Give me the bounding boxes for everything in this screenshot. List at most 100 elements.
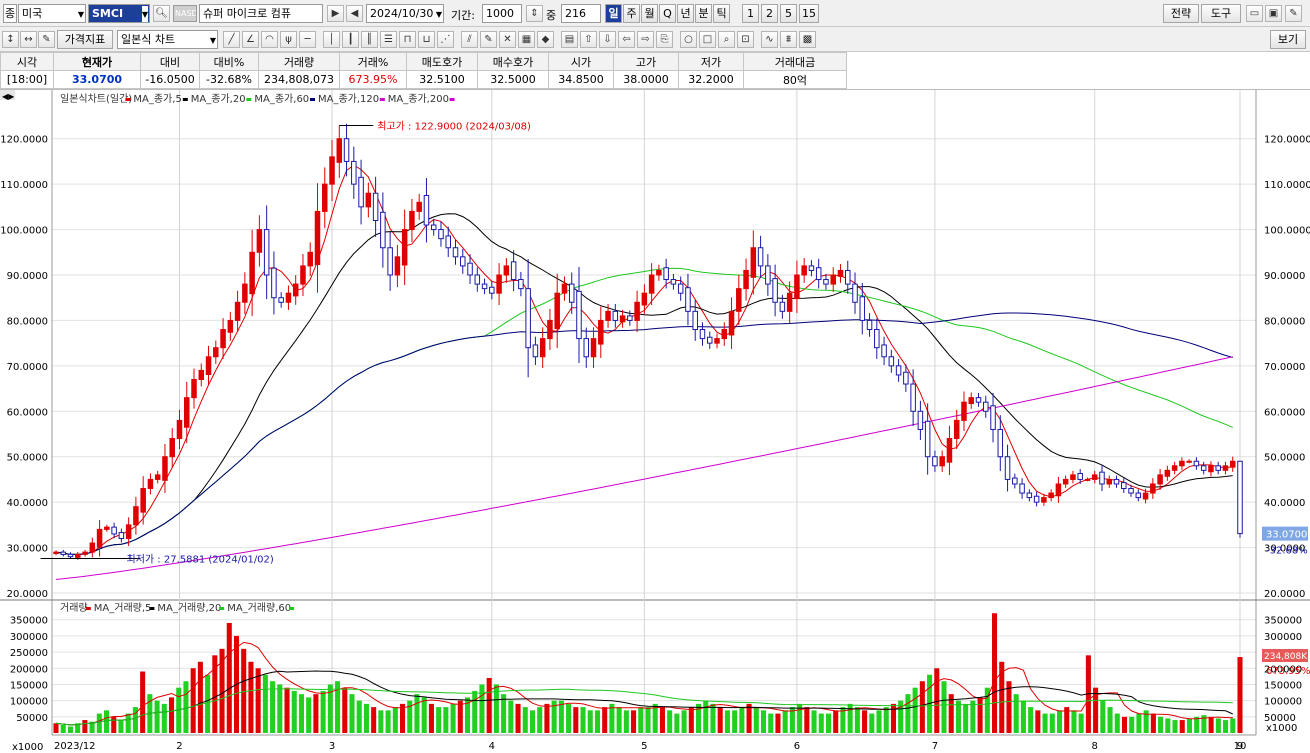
interval-button-1[interactable]: 2 [761, 4, 778, 23]
vertical-arrow-icon[interactable]: ↕ [2, 31, 19, 48]
arrow-left-icon[interactable]: ⇦ [618, 31, 635, 48]
horizontal-arrow-icon[interactable]: ↔ [20, 31, 37, 48]
volume-bar [1020, 700, 1026, 733]
period-button-2[interactable]: 월 [641, 4, 658, 23]
candle-body [1091, 474, 1098, 480]
tools-button[interactable]: 도구 [1201, 4, 1241, 23]
quote-value-8: 34.8500 [548, 70, 614, 89]
interval-button-0[interactable]: 1 [742, 4, 759, 23]
price-tick-left: 90.0000 [7, 271, 48, 282]
rectangle-icon[interactable]: □ [699, 31, 716, 48]
settings-icon[interactable]: ✎ [1285, 5, 1302, 22]
volume-bar [486, 677, 492, 733]
x-tick-label: 2 [176, 741, 182, 752]
last-value-tags: 33.0700 -32.68% 234,808K 673.95% [1262, 526, 1310, 677]
count-input[interactable]: 216 [561, 4, 601, 23]
candle-body [205, 356, 212, 375]
arc-icon[interactable]: ◠ [261, 31, 278, 48]
grid-icon[interactable]: ☰ [380, 31, 397, 48]
candle-body [278, 297, 284, 303]
cross-icon[interactable]: ✕ [499, 31, 516, 48]
candle-body [677, 283, 684, 294]
period-button-4[interactable]: 년 [677, 4, 694, 23]
volume-bar [1049, 713, 1055, 733]
volume-bar [385, 710, 391, 733]
candle-body [1004, 456, 1011, 480]
candle-body [89, 542, 96, 553]
interval-button-3[interactable]: 15 [799, 4, 819, 23]
chart-type-select[interactable]: 일본식 차트 ▼ [117, 30, 218, 49]
legend-label: MA_종가,5 [133, 93, 181, 105]
market-select[interactable]: 미국 ▼ [18, 4, 86, 23]
candle-body [866, 319, 873, 331]
strategy-button[interactable]: 전략 [1163, 4, 1199, 23]
pattern-icon[interactable]: ⩩ [780, 31, 797, 48]
multi-line-icon[interactable]: ║ [361, 31, 378, 48]
volume-bar [732, 710, 738, 733]
circle-icon[interactable]: ○ [680, 31, 697, 48]
fibonacci-icon[interactable]: ▦ [518, 31, 535, 48]
edit-icon[interactable]: ✎ [38, 31, 55, 48]
candle-body [670, 279, 677, 285]
wave-icon[interactable]: ∿ [761, 31, 778, 48]
palette-icon[interactable]: ▩ [799, 31, 816, 48]
period-input[interactable]: 1000 [482, 4, 522, 23]
pencil-icon[interactable]: ✎ [480, 31, 497, 48]
quote-panel: 시각 현재가 대비 대비% 거래량 거래% 매도호가 매수호가 시가 고가 저가 거래대금 [18:0… [0, 52, 1310, 90]
copy-icon[interactable]: ⎘ [656, 31, 673, 48]
volume-tick-left: 150000 [10, 680, 48, 691]
candle-body [881, 344, 887, 358]
save-icon[interactable]: ▣ [1265, 5, 1282, 22]
cycle-line-icon[interactable]: ┃ [342, 31, 359, 48]
volume-bar [688, 707, 694, 733]
spin-icon[interactable]: ⇕ [526, 5, 543, 22]
period-button-3[interactable]: Q [659, 4, 676, 23]
price-chart-area[interactable]: ◀▶ 120.0000 110.0000 100.0000 90.0000 80.000… [0, 90, 1310, 753]
date-select[interactable]: 2024/10/30 ▼ [366, 4, 444, 23]
period-button-1[interactable]: 주 [623, 4, 640, 23]
arrow-down-icon[interactable]: ⇩ [599, 31, 616, 48]
channel-icon[interactable]: ⊓ [399, 31, 416, 48]
candle-body [561, 283, 568, 294]
search-icon[interactable]: 🔍︎ [153, 5, 170, 22]
quote-header-4: 거래량 [258, 52, 340, 71]
gann-icon[interactable]: ▤ [561, 31, 578, 48]
volume-bar [963, 703, 969, 733]
diamond-icon[interactable]: ◆ [537, 31, 554, 48]
period-button-6[interactable]: 틱 [713, 4, 730, 23]
period-button-5[interactable]: 분 [695, 4, 712, 23]
volume-bar [400, 703, 406, 733]
view-button[interactable]: 보기 [1270, 30, 1306, 49]
parallel-icon[interactable]: ⫽ [461, 31, 478, 48]
zoom-icon[interactable]: ⌕ [718, 31, 735, 48]
quote-header-3: 대비% [199, 52, 259, 71]
volume-bar [1035, 710, 1041, 733]
vertical-line-icon[interactable]: │ [323, 31, 340, 48]
arrow-up-icon[interactable]: ⇧ [580, 31, 597, 48]
fan-icon[interactable]: ψ [280, 31, 297, 48]
prev-arrow-icon[interactable]: ◀ [346, 5, 363, 22]
horizontal-line-icon[interactable]: ─ [299, 31, 316, 48]
price-indicator-button[interactable]: 가격지표 [57, 30, 113, 49]
volume-bar [1107, 707, 1113, 733]
next-arrow-icon[interactable]: ▶ [327, 5, 344, 22]
angle-icon[interactable]: ∠ [242, 31, 259, 48]
pitchfork-icon[interactable]: ⋰ [437, 31, 454, 48]
volume-bar [472, 690, 478, 733]
candle-body [1208, 465, 1214, 473]
candle-body [60, 551, 67, 555]
chart-nav-handle[interactable] [0, 90, 15, 100]
period-button-0[interactable]: 일 [605, 4, 622, 23]
x-tick-label: 2023/12 [54, 741, 96, 752]
channel-down-icon[interactable]: ⊔ [418, 31, 435, 48]
volume-bar [284, 687, 290, 733]
select-icon[interactable]: ⊡ [737, 31, 754, 48]
volume-bar [508, 700, 514, 733]
folder-icon[interactable]: ▭ [1246, 5, 1263, 22]
interval-button-2[interactable]: 5 [780, 4, 797, 23]
arrow-right-icon[interactable]: ⇨ [637, 31, 654, 48]
trend-line-icon[interactable]: ╱ [223, 31, 240, 48]
ticker-input[interactable]: SMCI ▼ [88, 4, 150, 23]
quote-value-4: 234,808,073 [258, 70, 340, 89]
candle-body [104, 526, 110, 530]
